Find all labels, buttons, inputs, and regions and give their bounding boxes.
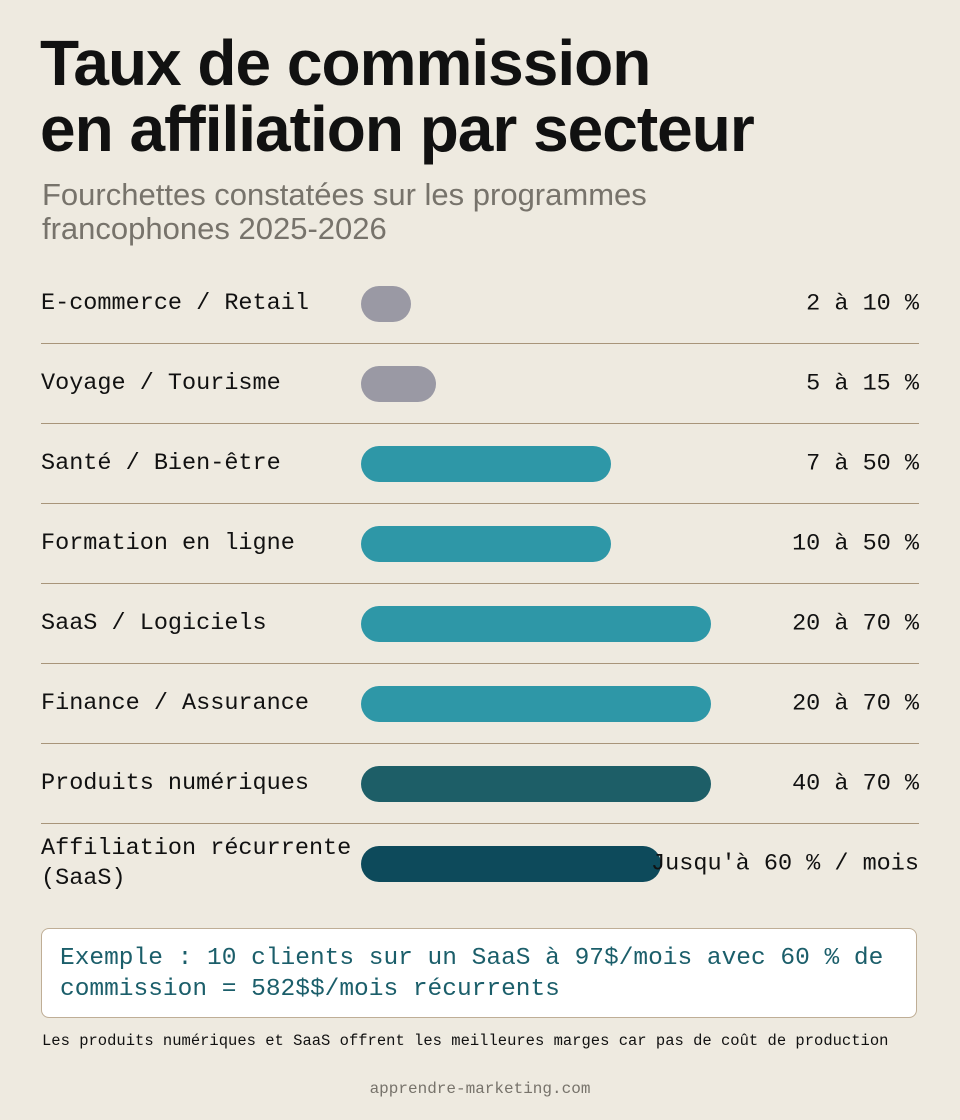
- row-divider: [41, 662, 919, 664]
- bar: [361, 446, 611, 482]
- chart-row: Formation en ligne 10 à 50 %: [41, 504, 919, 584]
- category-label: SaaS / Logiciels: [41, 610, 267, 637]
- bar: [361, 526, 611, 562]
- bar: [361, 606, 711, 642]
- chart-row: SaaS / Logiciels 20 à 70 %: [41, 584, 919, 664]
- category-label: Santé / Bien-être: [41, 450, 281, 477]
- value-label: 40 à 70 %: [792, 770, 919, 798]
- value-label: 2 à 10 %: [806, 290, 919, 318]
- category-label: Finance / Assurance: [41, 690, 309, 717]
- value-label: 10 à 50 %: [792, 530, 919, 558]
- value-label: Jusqu'à 60 % / mois: [651, 850, 919, 878]
- value-label: 20 à 70 %: [792, 610, 919, 638]
- bar: [361, 766, 711, 802]
- chart-row: E-commerce / Retail 2 à 10 %: [41, 264, 919, 344]
- bar: [361, 846, 661, 882]
- value-label: 5 à 15 %: [806, 370, 919, 398]
- chart-row: Affiliation récurrente (SaaS) Jusqu'à 60 …: [41, 824, 919, 904]
- value-label: 7 à 50 %: [806, 450, 919, 478]
- chart-row: Santé / Bien-être 7 à 50 %: [41, 424, 919, 504]
- chart-row: Produits numériques 40 à 70 %: [41, 744, 919, 824]
- row-divider: [41, 582, 919, 584]
- example-callout: Exemple : 10 clients sur un SaaS à 97$/m…: [41, 928, 917, 1018]
- source-credit: apprendre-marketing.com: [369, 1080, 591, 1098]
- category-label: Formation en ligne: [41, 530, 295, 557]
- category-label: Produits numériques: [41, 770, 309, 797]
- bar: [361, 686, 711, 722]
- chart-row: Voyage / Tourisme 5 à 15 %: [41, 344, 919, 424]
- category-label: E-commerce / Retail: [41, 290, 309, 317]
- bar: [361, 366, 436, 402]
- row-divider: [41, 822, 919, 824]
- category-label: Affiliation récurrente (SaaS): [41, 835, 352, 892]
- category-label: Voyage / Tourisme: [41, 370, 281, 397]
- value-label: 20 à 70 %: [792, 690, 919, 718]
- chart-title: Taux de commission en affiliation par sec…: [40, 27, 755, 165]
- chart-subtitle: Fourchettes constatées sur les programme…: [42, 177, 647, 246]
- title-line-1: Taux de commission: [40, 27, 651, 99]
- row-divider: [41, 502, 919, 504]
- chart-row: Finance / Assurance 20 à 70 %: [41, 664, 919, 744]
- row-divider: [41, 422, 919, 424]
- title-line-2: en affiliation par secteur: [40, 93, 755, 165]
- bar: [361, 286, 411, 322]
- row-divider: [41, 742, 919, 744]
- row-divider: [41, 342, 919, 344]
- footnote: Les produits numériques et SaaS offrent …: [42, 1032, 889, 1050]
